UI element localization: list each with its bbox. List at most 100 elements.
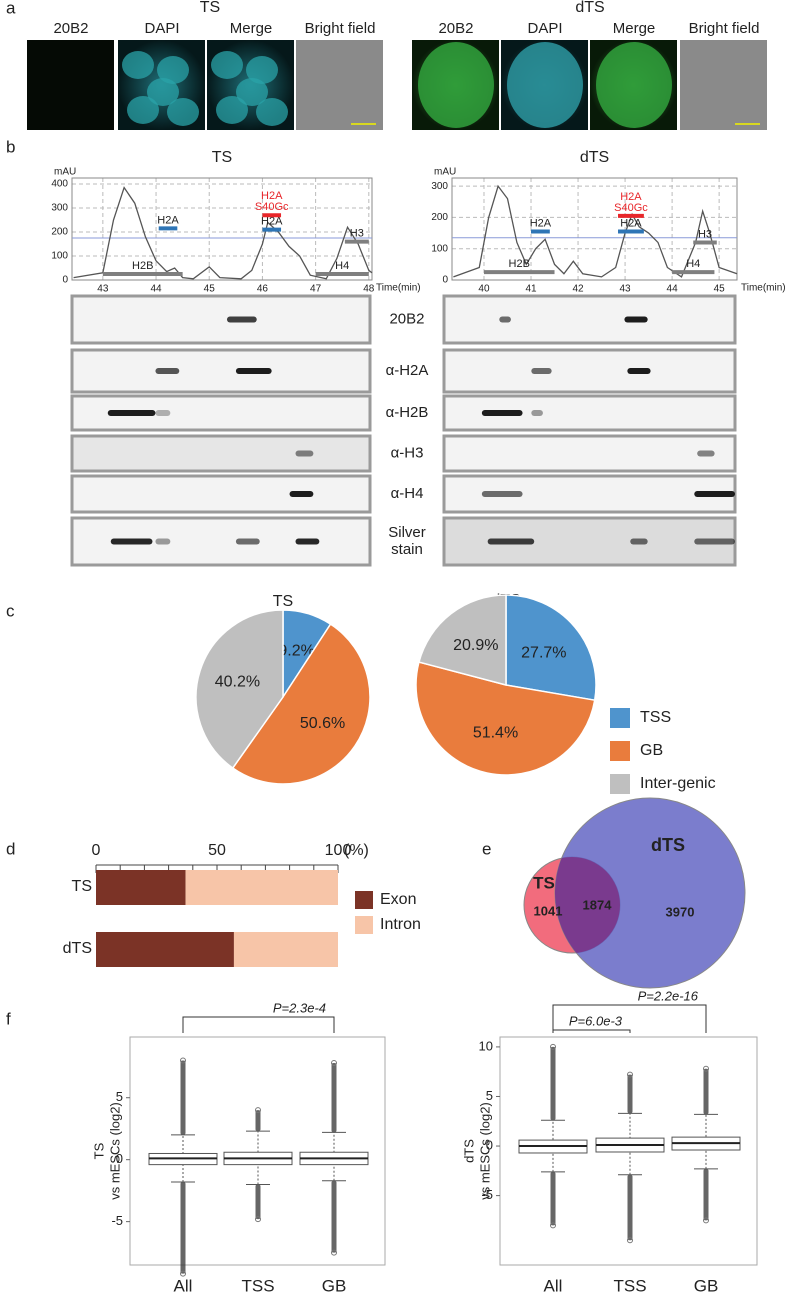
- y-axis-label: vs mESCs (log2): [477, 1102, 492, 1200]
- fraction-label: H2A: [261, 216, 283, 228]
- x-unit: (%): [344, 842, 369, 859]
- legend-swatch: [610, 774, 630, 794]
- blot: [442, 294, 737, 345]
- y-unit: mAU: [54, 167, 76, 178]
- fraction-label: H2A: [530, 217, 552, 229]
- y-unit: mAU: [434, 167, 456, 178]
- group-title: TS: [200, 0, 220, 16]
- band: [481, 410, 523, 416]
- outlier-strip: [180, 1181, 186, 1274]
- chromatogram-trace: [73, 186, 373, 280]
- channel-label: 20B2: [438, 20, 473, 37]
- band: [531, 410, 543, 416]
- fraction-label: H3: [350, 228, 364, 240]
- band: [487, 538, 535, 545]
- nucleus: [157, 56, 189, 84]
- y-axis-label: vs mESCs (log2): [107, 1102, 122, 1200]
- band: [235, 368, 272, 374]
- blot-label: α-H2B: [386, 404, 429, 421]
- blot: [70, 348, 372, 394]
- x-unit: Time(min): [376, 283, 421, 294]
- legend-label: Inter-genic: [640, 775, 716, 792]
- x-tick-label: GB: [322, 1276, 347, 1295]
- panel-label: a: [6, 0, 16, 17]
- channel-label: Merge: [230, 20, 273, 37]
- p-value: P=2.3e-4: [273, 1000, 326, 1015]
- nucleus: [167, 98, 199, 126]
- blot-label: α-H4: [391, 485, 424, 502]
- x-tick-label: GB: [694, 1276, 719, 1295]
- venn-overlap: [555, 857, 620, 953]
- band: [694, 538, 735, 545]
- significance-bracket: [182, 1016, 335, 1033]
- outlier-point: [331, 1060, 337, 1067]
- x-tick-label: TSS: [241, 1276, 274, 1295]
- band: [155, 410, 171, 416]
- outlier-strip: [180, 1060, 186, 1135]
- y-tick-label: 300: [431, 181, 448, 192]
- outlier-point: [627, 1237, 633, 1244]
- channel-label: DAPI: [144, 20, 179, 37]
- p-value: P=6.0e-3: [569, 1013, 623, 1028]
- band: [499, 316, 511, 323]
- x-tick-label: All: [544, 1276, 563, 1295]
- band: [107, 410, 156, 416]
- channel-label: 20B2: [53, 20, 88, 37]
- y-tick-label: 0: [486, 1137, 493, 1152]
- outlier-point: [550, 1222, 556, 1229]
- outlier-point: [331, 1249, 337, 1256]
- nucleus: [418, 42, 494, 128]
- x-tick-label: TSS: [613, 1276, 646, 1295]
- blot: [70, 294, 372, 345]
- fraction-label: H2A: [261, 190, 283, 202]
- y-tick-label: -5: [111, 1213, 123, 1228]
- nucleus: [127, 96, 159, 124]
- fraction-label: H2A: [620, 217, 642, 229]
- blot: [442, 348, 737, 394]
- band: [697, 450, 715, 457]
- y-tick-label: -5: [481, 1187, 493, 1202]
- band: [155, 538, 171, 545]
- outlier-point: [550, 1043, 556, 1050]
- y-tick-label: 400: [51, 179, 68, 190]
- count-label: 1041: [534, 903, 563, 918]
- outlier-point: [703, 1217, 709, 1224]
- pie-slice: [505, 594, 597, 702]
- x-tick-label: 47: [310, 284, 322, 295]
- band: [235, 538, 260, 545]
- outlier-strip: [627, 1174, 633, 1241]
- band: [289, 491, 314, 497]
- band: [624, 316, 648, 323]
- category-label: dTS: [63, 940, 92, 957]
- y-tick-label: 200: [51, 227, 68, 238]
- x-tick-label: 46: [257, 284, 269, 295]
- x-tick-label: 50: [208, 842, 226, 859]
- chart-title: TS: [273, 593, 293, 610]
- outlier-strip: [550, 1046, 556, 1121]
- x-unit: Time(min): [741, 283, 786, 294]
- blot-label: Silver: [388, 524, 426, 541]
- x-tick-label: 44: [150, 284, 162, 295]
- outlier-strip: [550, 1171, 556, 1226]
- nucleus: [246, 56, 278, 84]
- y-tick-label: 5: [116, 1089, 123, 1104]
- outlier-strip: [255, 1110, 261, 1132]
- y-tick-label: 100: [431, 243, 448, 254]
- bar-segment: [233, 932, 338, 967]
- fraction-label: S40Gc: [255, 201, 289, 213]
- set-name: TS: [533, 873, 555, 892]
- outlier-point: [255, 1107, 261, 1114]
- x-tick-label: 45: [714, 284, 726, 295]
- band: [155, 368, 180, 374]
- outlier-strip: [627, 1074, 633, 1114]
- count-label: 3970: [666, 904, 695, 919]
- channel-label: Merge: [613, 20, 656, 37]
- outlier-point: [627, 1071, 633, 1078]
- fraction-label: H3: [698, 228, 712, 240]
- band: [226, 316, 257, 323]
- outlier-strip: [331, 1063, 337, 1133]
- micrograph: [680, 40, 767, 130]
- x-tick-label: 100: [325, 842, 352, 859]
- y-axis-label: dTS: [461, 1139, 476, 1163]
- y-tick-label: 200: [431, 212, 448, 223]
